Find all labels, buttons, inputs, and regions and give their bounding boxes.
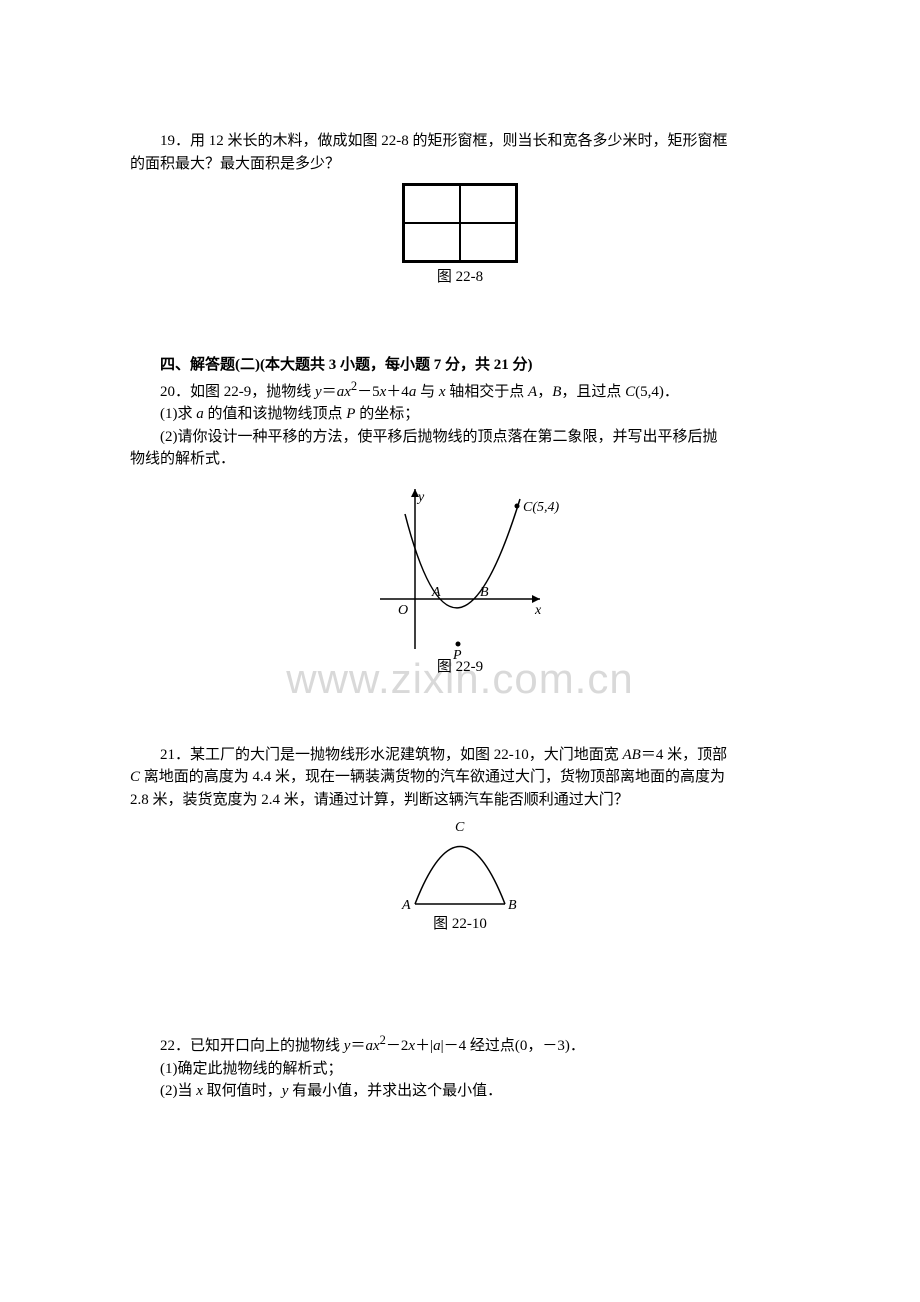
- svg-text:B: B: [508, 898, 517, 913]
- svg-text:C(5,4): C(5,4): [523, 500, 560, 515]
- section4-heading: 四、解答题(二)(本大题共 3 小题，每小题 7 分，共 21 分): [130, 354, 790, 377]
- svg-text:A: A: [431, 585, 441, 600]
- section4-heading-text: 四、解答题(二)(本大题共 3 小题，每小题 7 分，共 21 分): [160, 357, 532, 373]
- page-content: 19．用 12 米长的木料，做成如图 22-8 的矩形窗框，则当长和宽各多少米时…: [130, 130, 790, 1103]
- fig-22-10-label: 图 22-10: [433, 912, 487, 933]
- svg-text:O: O: [398, 603, 408, 618]
- fig-22-8-label: 图 22-8: [437, 265, 483, 286]
- q22-line1: 22．已知开口向上的抛物线 y＝ax2－2x＋|a|－4 经过点(0，－3)．: [130, 1031, 790, 1058]
- figure-22-9: y x O A B C(5,4) P 图 22-9: [130, 479, 790, 676]
- q19-line1: 19．用 12 米长的木料，做成如图 22-8 的矩形窗框，则当长和宽各多少米时…: [130, 130, 790, 153]
- q22-line2: (1)确定此抛物线的解析式；: [130, 1058, 790, 1081]
- q21-line1: 21．某工厂的大门是一抛物线形水泥建筑物，如图 22-10，大门地面宽 AB＝4…: [130, 744, 790, 767]
- fig-22-9-label: 图 22-9: [437, 655, 483, 676]
- parabola-graph-icon: y x O A B C(5,4) P: [360, 479, 560, 659]
- q22-line3: (2)当 x 取何值时，y 有最小值，并求出这个最小值．: [130, 1080, 790, 1103]
- q20-line1: 20．如图 22-9，抛物线 y＝ax2－5x＋4a 与 x 轴相交于点 A，B…: [130, 377, 790, 404]
- svg-text:C: C: [455, 820, 465, 835]
- svg-text:x: x: [534, 603, 542, 618]
- svg-text:y: y: [416, 490, 425, 505]
- q20-line3a: (2)请你设计一种平移的方法，使平移后抛物线的顶点落在第二象限，并写出平移后抛: [130, 426, 790, 449]
- svg-text:B: B: [480, 585, 489, 600]
- q20-line3b: 物线的解析式．: [130, 448, 790, 471]
- q21-line2: C 离地面的高度为 4.4 米，现在一辆装满货物的汽车欲通过大门，货物顶部离地面…: [130, 766, 790, 789]
- figure-22-8: 图 22-8: [130, 183, 790, 286]
- q19-line2: 的面积最大？最大面积是多少？: [130, 153, 790, 176]
- figure-22-10: C A B 图 22-10: [130, 819, 790, 933]
- window-frame-icon: [402, 183, 518, 263]
- q20-line2: (1)求 a 的值和该抛物线顶点 P 的坐标；: [130, 403, 790, 426]
- arch-icon: C A B: [385, 819, 535, 914]
- q21-line3: 2.8 米，装货宽度为 2.4 米，请通过计算，判断这辆汽车能否顺利通过大门？: [130, 789, 790, 812]
- svg-text:A: A: [401, 898, 411, 913]
